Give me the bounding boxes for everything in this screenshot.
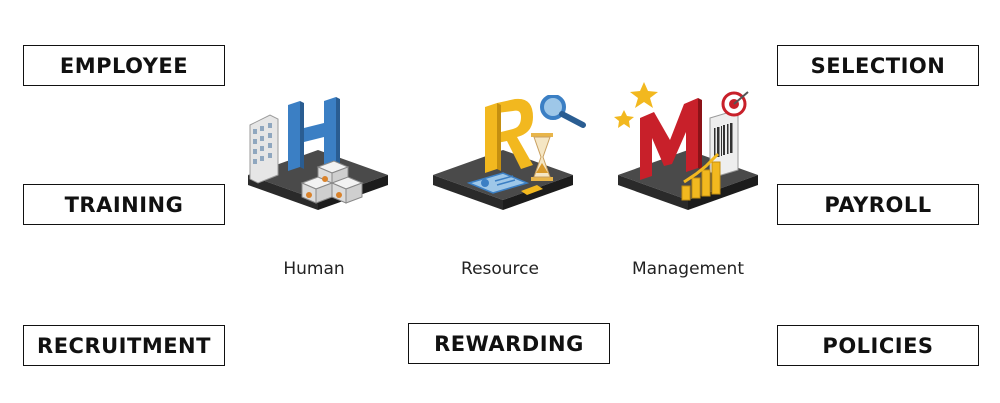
selection-label: SELECTION — [777, 45, 979, 86]
management-caption: Management — [632, 259, 744, 279]
magnifier-hourglass-idcard-icon — [433, 95, 586, 210]
stars-target-growth-chart-icon — [614, 82, 758, 210]
resource-caption: Resource — [461, 259, 539, 279]
employee-label: EMPLOYEE — [23, 45, 225, 86]
human-tile-illustration — [238, 95, 398, 235]
rewarding-label: REWARDING — [408, 323, 610, 364]
human-caption: Human — [283, 259, 345, 279]
recruitment-label: RECRUITMENT — [23, 325, 225, 366]
office-building-with-safes-icon — [248, 97, 388, 210]
resource-tile-illustration — [425, 95, 595, 235]
management-tile-illustration — [610, 78, 770, 235]
payroll-label: PAYROLL — [777, 184, 979, 225]
training-label: TRAINING — [23, 184, 225, 225]
policies-label: POLICIES — [777, 325, 979, 366]
